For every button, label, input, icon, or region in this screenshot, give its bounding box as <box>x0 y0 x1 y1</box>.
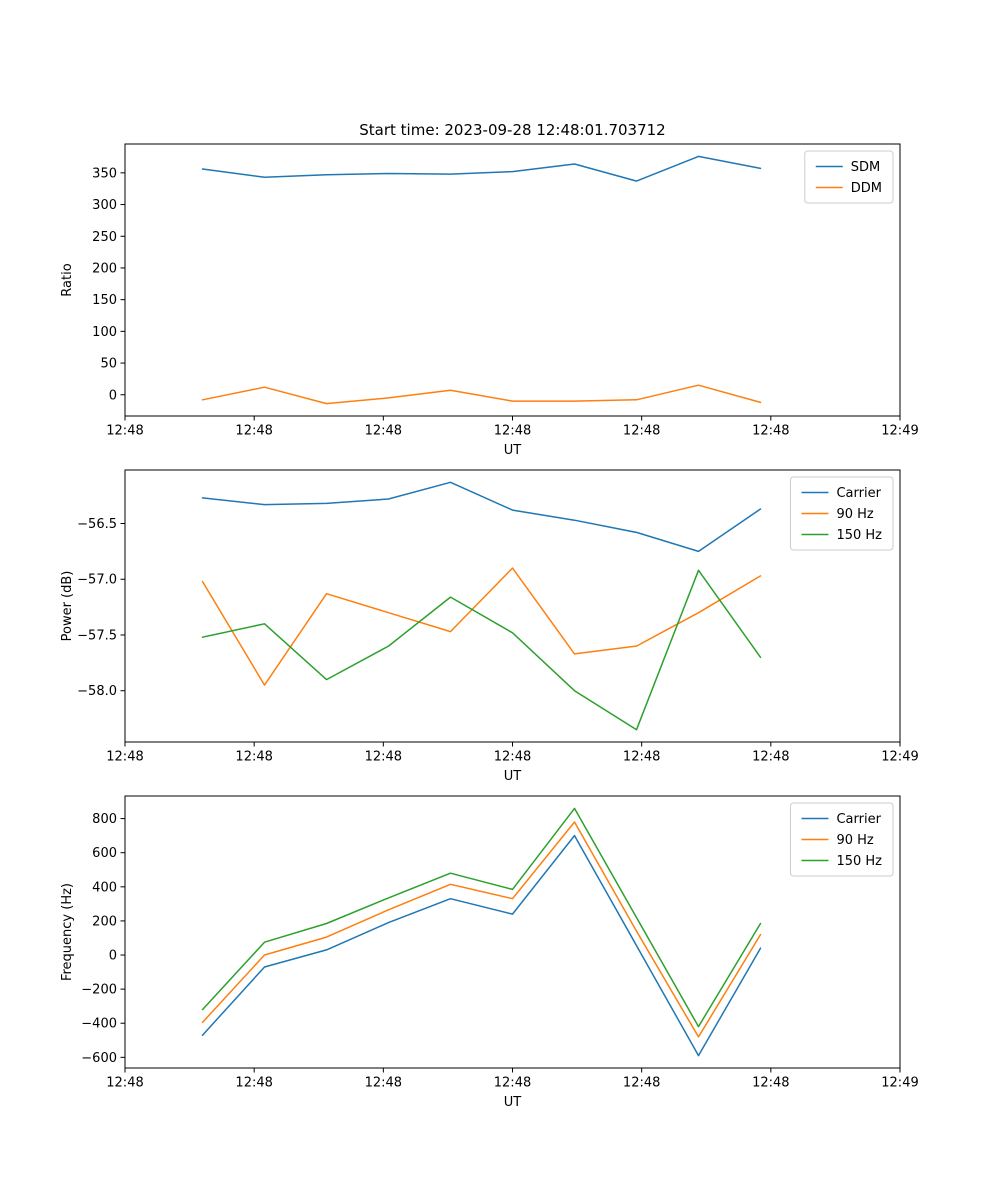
x-tick-label: 12:49 <box>881 750 918 765</box>
x-axis-label: UT <box>504 443 522 458</box>
legend-item-90-hz: 90 Hz <box>801 507 874 522</box>
legend-item-ddm: DDM <box>815 181 882 196</box>
legend-label: Carrier <box>836 812 881 827</box>
chart-0: 0 50 100 150 200 250 300 350 12:48 12:48 12:48 12:4… <box>60 143 919 458</box>
legend: Carrier 90 Hz 150 Hz <box>789 802 894 877</box>
x-axis-label: UT <box>504 769 522 784</box>
axes-spines <box>124 795 901 1069</box>
x-tick-label: 12:48 <box>494 1076 531 1091</box>
series-line-sdm <box>201 155 762 182</box>
x-tick-label: 12:48 <box>752 1076 789 1091</box>
y-tick-label: 100 <box>92 325 117 340</box>
legend-box <box>804 150 894 204</box>
legend-box <box>789 476 894 551</box>
y-tick-label: 300 <box>92 198 117 213</box>
x-tick-label: 12:48 <box>106 1076 143 1091</box>
legend-label: 90 Hz <box>836 507 873 522</box>
x-tick-label: 12:48 <box>106 424 143 439</box>
x-tick-label: 12:48 <box>623 750 660 765</box>
x-tick-label: 12:48 <box>752 750 789 765</box>
legend-item-sdm: SDM <box>815 160 880 175</box>
x-tick-label: 12:48 <box>365 1076 402 1091</box>
legend-item-carrier: Carrier <box>801 812 882 827</box>
y-tick-label: −600 <box>81 1051 117 1066</box>
y-axis-label: Frequency (Hz) <box>60 883 75 981</box>
y-tick-label: −58.0 <box>77 684 117 699</box>
legend: Carrier 90 Hz 150 Hz <box>789 476 894 551</box>
legend-item-150-hz: 150 Hz <box>801 854 882 869</box>
x-tick-label: 12:48 <box>494 750 531 765</box>
y-tick-label: 350 <box>92 166 117 181</box>
y-tick-label: −200 <box>81 983 117 998</box>
legend-label: 150 Hz <box>836 528 882 543</box>
chart-1: −58.0 −57.5 −57.0 −56.5 12:48 12:48 12:48 12:48… <box>60 469 919 784</box>
x-tick-label: 12:48 <box>365 424 402 439</box>
series-line-carrier <box>201 481 762 553</box>
x-tick-label: 12:49 <box>881 424 918 439</box>
series-line-ddm <box>201 384 762 405</box>
y-tick-label: 200 <box>92 261 117 276</box>
legend-item-150-hz: 150 Hz <box>801 528 882 543</box>
legend-label: 90 Hz <box>836 833 873 848</box>
y-tick-label: 150 <box>92 293 117 308</box>
series-line-90-hz <box>201 567 762 686</box>
y-tick-label: 0 <box>109 949 117 964</box>
series-line-150-hz <box>201 807 762 1028</box>
y-tick-label: 400 <box>92 880 117 895</box>
legend-item-90-hz: 90 Hz <box>801 833 874 848</box>
y-axis-label: Power (dB) <box>60 571 75 642</box>
legend: SDM DDM <box>804 150 894 204</box>
x-tick-label: 12:49 <box>881 1076 918 1091</box>
y-tick-label: 50 <box>100 357 117 372</box>
legend-label: 150 Hz <box>836 854 882 869</box>
y-tick-label: 250 <box>92 230 117 245</box>
legend-item-carrier: Carrier <box>801 486 882 501</box>
legend-label: DDM <box>851 181 882 196</box>
y-tick-label: −57.0 <box>77 573 117 588</box>
x-tick-label: 12:48 <box>752 424 789 439</box>
x-tick-label: 12:48 <box>235 750 272 765</box>
y-tick-label: −57.5 <box>77 628 117 643</box>
legend-label: SDM <box>851 160 880 175</box>
x-tick-label: 12:48 <box>623 1076 660 1091</box>
figure-title: Start time: 2023-09-28 12:48:01.703712 <box>359 121 666 139</box>
y-tick-label: 600 <box>92 846 117 861</box>
x-tick-label: 12:48 <box>494 424 531 439</box>
x-tick-label: 12:48 <box>235 424 272 439</box>
chart-2: −600 −400 −200 0 200 400 600 800 12:48 12:48 12:48… <box>60 795 919 1110</box>
series-line-carrier <box>201 834 762 1057</box>
series-line-150-hz <box>201 569 762 731</box>
y-tick-label: 0 <box>109 388 117 403</box>
x-tick-label: 12:48 <box>106 750 143 765</box>
y-tick-label: 200 <box>92 914 117 929</box>
axes-spines <box>124 143 901 417</box>
y-tick-label: 800 <box>92 812 117 827</box>
x-tick-label: 12:48 <box>365 750 402 765</box>
x-tick-label: 12:48 <box>235 1076 272 1091</box>
x-axis-label: UT <box>504 1095 522 1110</box>
y-tick-label: −56.5 <box>77 517 117 532</box>
x-tick-label: 12:48 <box>623 424 660 439</box>
y-tick-label: −400 <box>81 1017 117 1032</box>
legend-label: Carrier <box>836 486 881 501</box>
y-axis-label: Ratio <box>60 263 75 296</box>
series-line-90-hz <box>201 821 762 1038</box>
legend-box <box>789 802 894 877</box>
